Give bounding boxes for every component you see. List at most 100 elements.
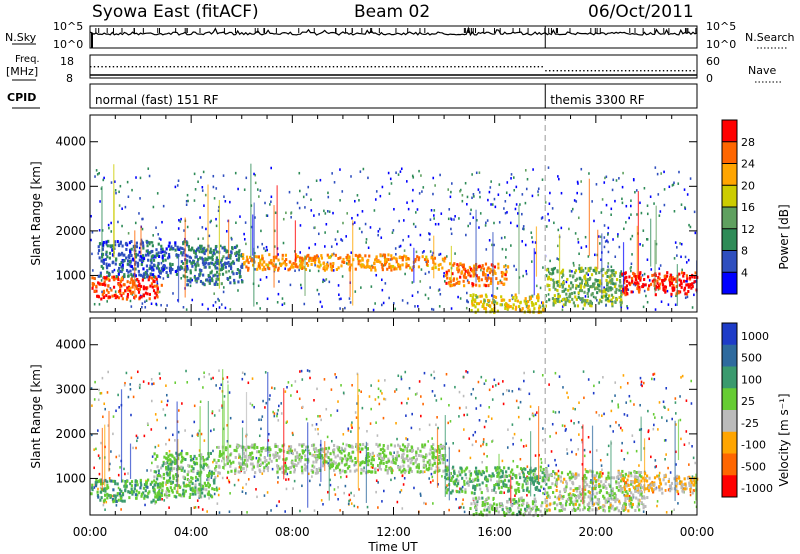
echo-pixel <box>121 224 123 228</box>
echo-cell <box>225 250 228 254</box>
echo-cell <box>493 265 497 269</box>
echo-cell <box>285 258 288 262</box>
echo-cell <box>167 479 171 483</box>
echo-cell <box>474 294 478 298</box>
nave-dot <box>507 66 509 68</box>
echo-cell <box>227 470 230 474</box>
echo-pixel <box>554 411 557 414</box>
echo-cell <box>98 256 101 260</box>
echo-cell <box>239 465 243 469</box>
echo-cell <box>382 457 385 461</box>
echo-pixel <box>439 252 442 256</box>
echo-cell <box>155 284 159 288</box>
echo-cell <box>102 260 105 264</box>
nave-dot <box>173 66 175 68</box>
echo-cell <box>187 470 190 474</box>
echo-pixel <box>260 427 262 431</box>
echo-cell <box>90 492 93 496</box>
echo-cell <box>140 494 143 498</box>
echo-pixel <box>689 493 692 497</box>
echo-pixel <box>326 209 329 213</box>
echo-pixel <box>436 416 438 419</box>
echo-cell <box>127 255 130 259</box>
echo-cell <box>448 282 451 286</box>
echo-cell <box>579 282 582 286</box>
echo-pixel <box>285 478 287 481</box>
nave-dot <box>530 66 532 68</box>
echo-pixel <box>213 492 216 496</box>
echo-pixel <box>617 477 620 481</box>
echo-cell <box>666 271 669 275</box>
echo-cell <box>400 470 403 474</box>
echo-pixel <box>310 209 313 212</box>
echo-cell <box>613 285 617 289</box>
echo-pixel <box>398 219 400 223</box>
nave-dot <box>260 66 263 68</box>
echo-pixel <box>227 479 230 482</box>
echo-cell <box>606 297 609 301</box>
echo-pixel <box>186 193 189 197</box>
echo-cell <box>229 464 232 468</box>
echo-cell <box>153 479 156 483</box>
echo-cell <box>580 300 584 304</box>
echo-cell <box>188 480 191 484</box>
echo-pixel <box>327 490 329 494</box>
echo-cell <box>154 291 157 295</box>
echo-cell <box>438 450 441 454</box>
echo-cell <box>335 464 338 468</box>
echo-pixel <box>333 181 336 184</box>
echo-pixel <box>296 201 299 205</box>
echo-cell <box>395 260 398 264</box>
echo-cell <box>514 293 517 297</box>
echo-cell <box>453 262 456 266</box>
echo-cell <box>409 266 412 270</box>
echo-pixel <box>330 414 332 417</box>
echo-cell <box>168 472 171 476</box>
echo-cell <box>141 241 145 245</box>
echo-cell <box>252 465 256 469</box>
echo-pixel <box>547 464 550 467</box>
echo-cell <box>457 264 460 268</box>
echo-cell <box>350 444 353 448</box>
echo-pixel <box>540 457 542 461</box>
echo-pixel <box>256 301 258 305</box>
echo-pixel <box>599 242 601 245</box>
echo-pixel <box>687 258 690 262</box>
echo-cell <box>612 295 615 299</box>
echo-cell <box>568 292 571 296</box>
echo-cell <box>175 495 178 499</box>
echo-pixel <box>448 403 450 407</box>
echo-pixel <box>486 219 489 222</box>
echo-cell <box>492 300 495 304</box>
echo-cell <box>370 458 373 462</box>
echo-cell <box>421 445 424 449</box>
echo-pixel <box>406 201 408 204</box>
echo-pixel <box>127 395 130 399</box>
echo-pixel <box>397 173 400 176</box>
echo-cell <box>100 282 103 286</box>
nave-dot <box>385 66 388 68</box>
echo-pixel <box>434 394 436 397</box>
echo-pixel <box>91 252 93 256</box>
echo-pixel <box>407 397 409 401</box>
echo-cell <box>124 488 127 492</box>
echo-pixel <box>575 200 578 203</box>
echo-pixel <box>254 181 257 185</box>
echo-cell <box>303 467 306 471</box>
echo-pixel <box>511 423 514 426</box>
echo-cell <box>301 449 304 453</box>
echo-cell <box>169 486 172 490</box>
echo-pixel <box>218 369 220 372</box>
echo-pixel <box>487 198 489 202</box>
echo-cell <box>143 483 147 487</box>
echo-pixel <box>685 261 688 264</box>
echo-cell <box>585 271 588 275</box>
echo-cell <box>284 263 287 267</box>
colorbar-tick-label: 12 <box>741 223 755 236</box>
echo-pixel <box>396 437 398 441</box>
nave-dot <box>537 66 540 68</box>
echo-cell <box>339 471 342 475</box>
echo-cell <box>113 240 116 244</box>
echo-pixel <box>671 184 674 187</box>
echo-cell <box>121 268 124 272</box>
